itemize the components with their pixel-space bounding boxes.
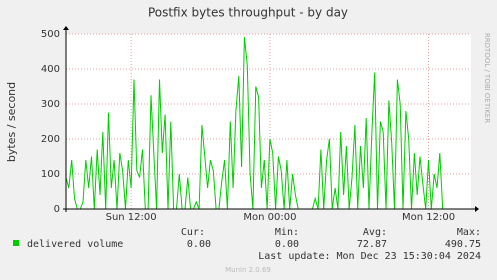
y-tick-label: 400 (41, 64, 60, 75)
y-tick-label: 500 (41, 29, 60, 40)
line-series (65, 37, 446, 210)
stat-header: Min: (275, 227, 299, 238)
stat-value: 0.00 (275, 239, 299, 250)
y-axis-arrow (63, 26, 69, 30)
stat-value: 72.87 (357, 239, 387, 250)
stat-header: Max: (457, 227, 481, 238)
legend-swatch (13, 240, 19, 246)
stat-header: Cur: (181, 227, 205, 238)
stat-header: Avg: (363, 227, 387, 238)
x-tick-label: Sun 12:00 (106, 212, 157, 223)
y-tick-label: 200 (41, 134, 60, 145)
x-tick-label: Mon 12:00 (402, 212, 455, 223)
y-axis-label: bytes / second (5, 82, 18, 162)
y-tick-label: 0 (54, 204, 60, 215)
stat-value: 0.00 (187, 239, 211, 250)
stat-value: 490.75 (445, 239, 481, 250)
footer: Munin 2.0.69 (225, 266, 271, 274)
legend-label: delivered volume (27, 239, 123, 250)
y-tick-label: 300 (41, 99, 60, 110)
side-text: RRDTOOL / TOBI OETIKER (483, 33, 491, 123)
x-axis-arrow (475, 206, 479, 212)
x-tick-label: Mon 00:00 (243, 212, 296, 223)
chart-title: Postfix bytes throughput - by day (148, 6, 348, 20)
last-update: Last update: Mon Dec 23 15:30:04 2024 (258, 251, 481, 262)
y-tick-label: 100 (41, 169, 60, 180)
